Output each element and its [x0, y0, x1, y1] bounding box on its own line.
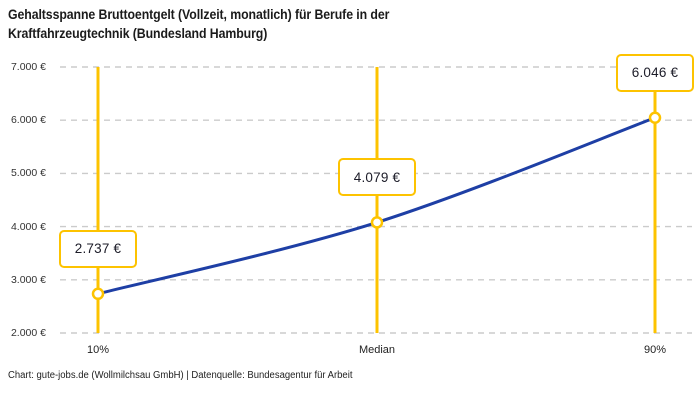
value-callout: 2.737 €	[59, 229, 137, 268]
y-tick-label: 3.000 €	[10, 273, 46, 286]
value-callout: 6.046 €	[616, 53, 694, 92]
data-point-marker	[91, 287, 105, 301]
y-tick-label: 5.000 €	[10, 167, 46, 180]
chart-title-line-1: Gehaltsspanne Bruttoentgelt (Vollzeit, m…	[8, 6, 390, 22]
y-tick-label: 7.000 €	[10, 61, 46, 73]
y-tick-label: 6.000 €	[10, 114, 46, 127]
data-point-marker	[370, 216, 384, 229]
chart-title: Gehaltsspanne Bruttoentgelt (Vollzeit, m…	[8, 5, 589, 43]
chart-title-line-2: Kraftfahrzeugtechnik (Bundesland Hamburg…	[8, 25, 268, 41]
y-tick-label: 2.000 €	[10, 327, 46, 339]
x-axis-label: 10%	[86, 344, 110, 356]
data-point-marker	[648, 111, 662, 125]
value-callout: 4.079 €	[338, 158, 416, 197]
x-axis-label: 90%	[643, 344, 667, 356]
y-tick-label: 4.000 €	[10, 220, 46, 233]
chart-footer: Chart: gute-jobs.de (Wollmilchsau GmbH) …	[8, 370, 353, 381]
x-axis-label: Median	[358, 344, 396, 356]
